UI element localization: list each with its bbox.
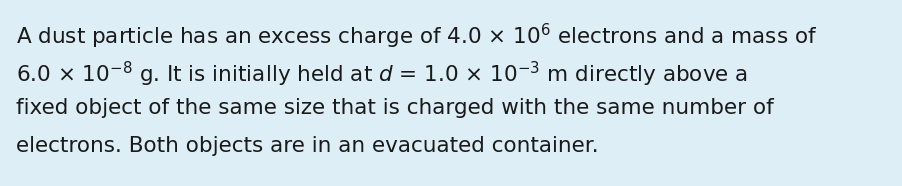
Text: electrons. Both objects are in an evacuated container.: electrons. Both objects are in an evacua… bbox=[16, 136, 599, 156]
Text: 6.0 $\times$ 10$^{-8}$ g. It is initially held at $d$ = 1.0 $\times$ 10$^{-3}$ m: 6.0 $\times$ 10$^{-8}$ g. It is initiall… bbox=[16, 60, 748, 89]
Text: fixed object of the same size that is charged with the same number of: fixed object of the same size that is ch… bbox=[16, 98, 774, 118]
Text: A dust particle has an excess charge of 4.0 $\times$ 10$^{6}$ electrons and a ma: A dust particle has an excess charge of … bbox=[16, 22, 817, 51]
